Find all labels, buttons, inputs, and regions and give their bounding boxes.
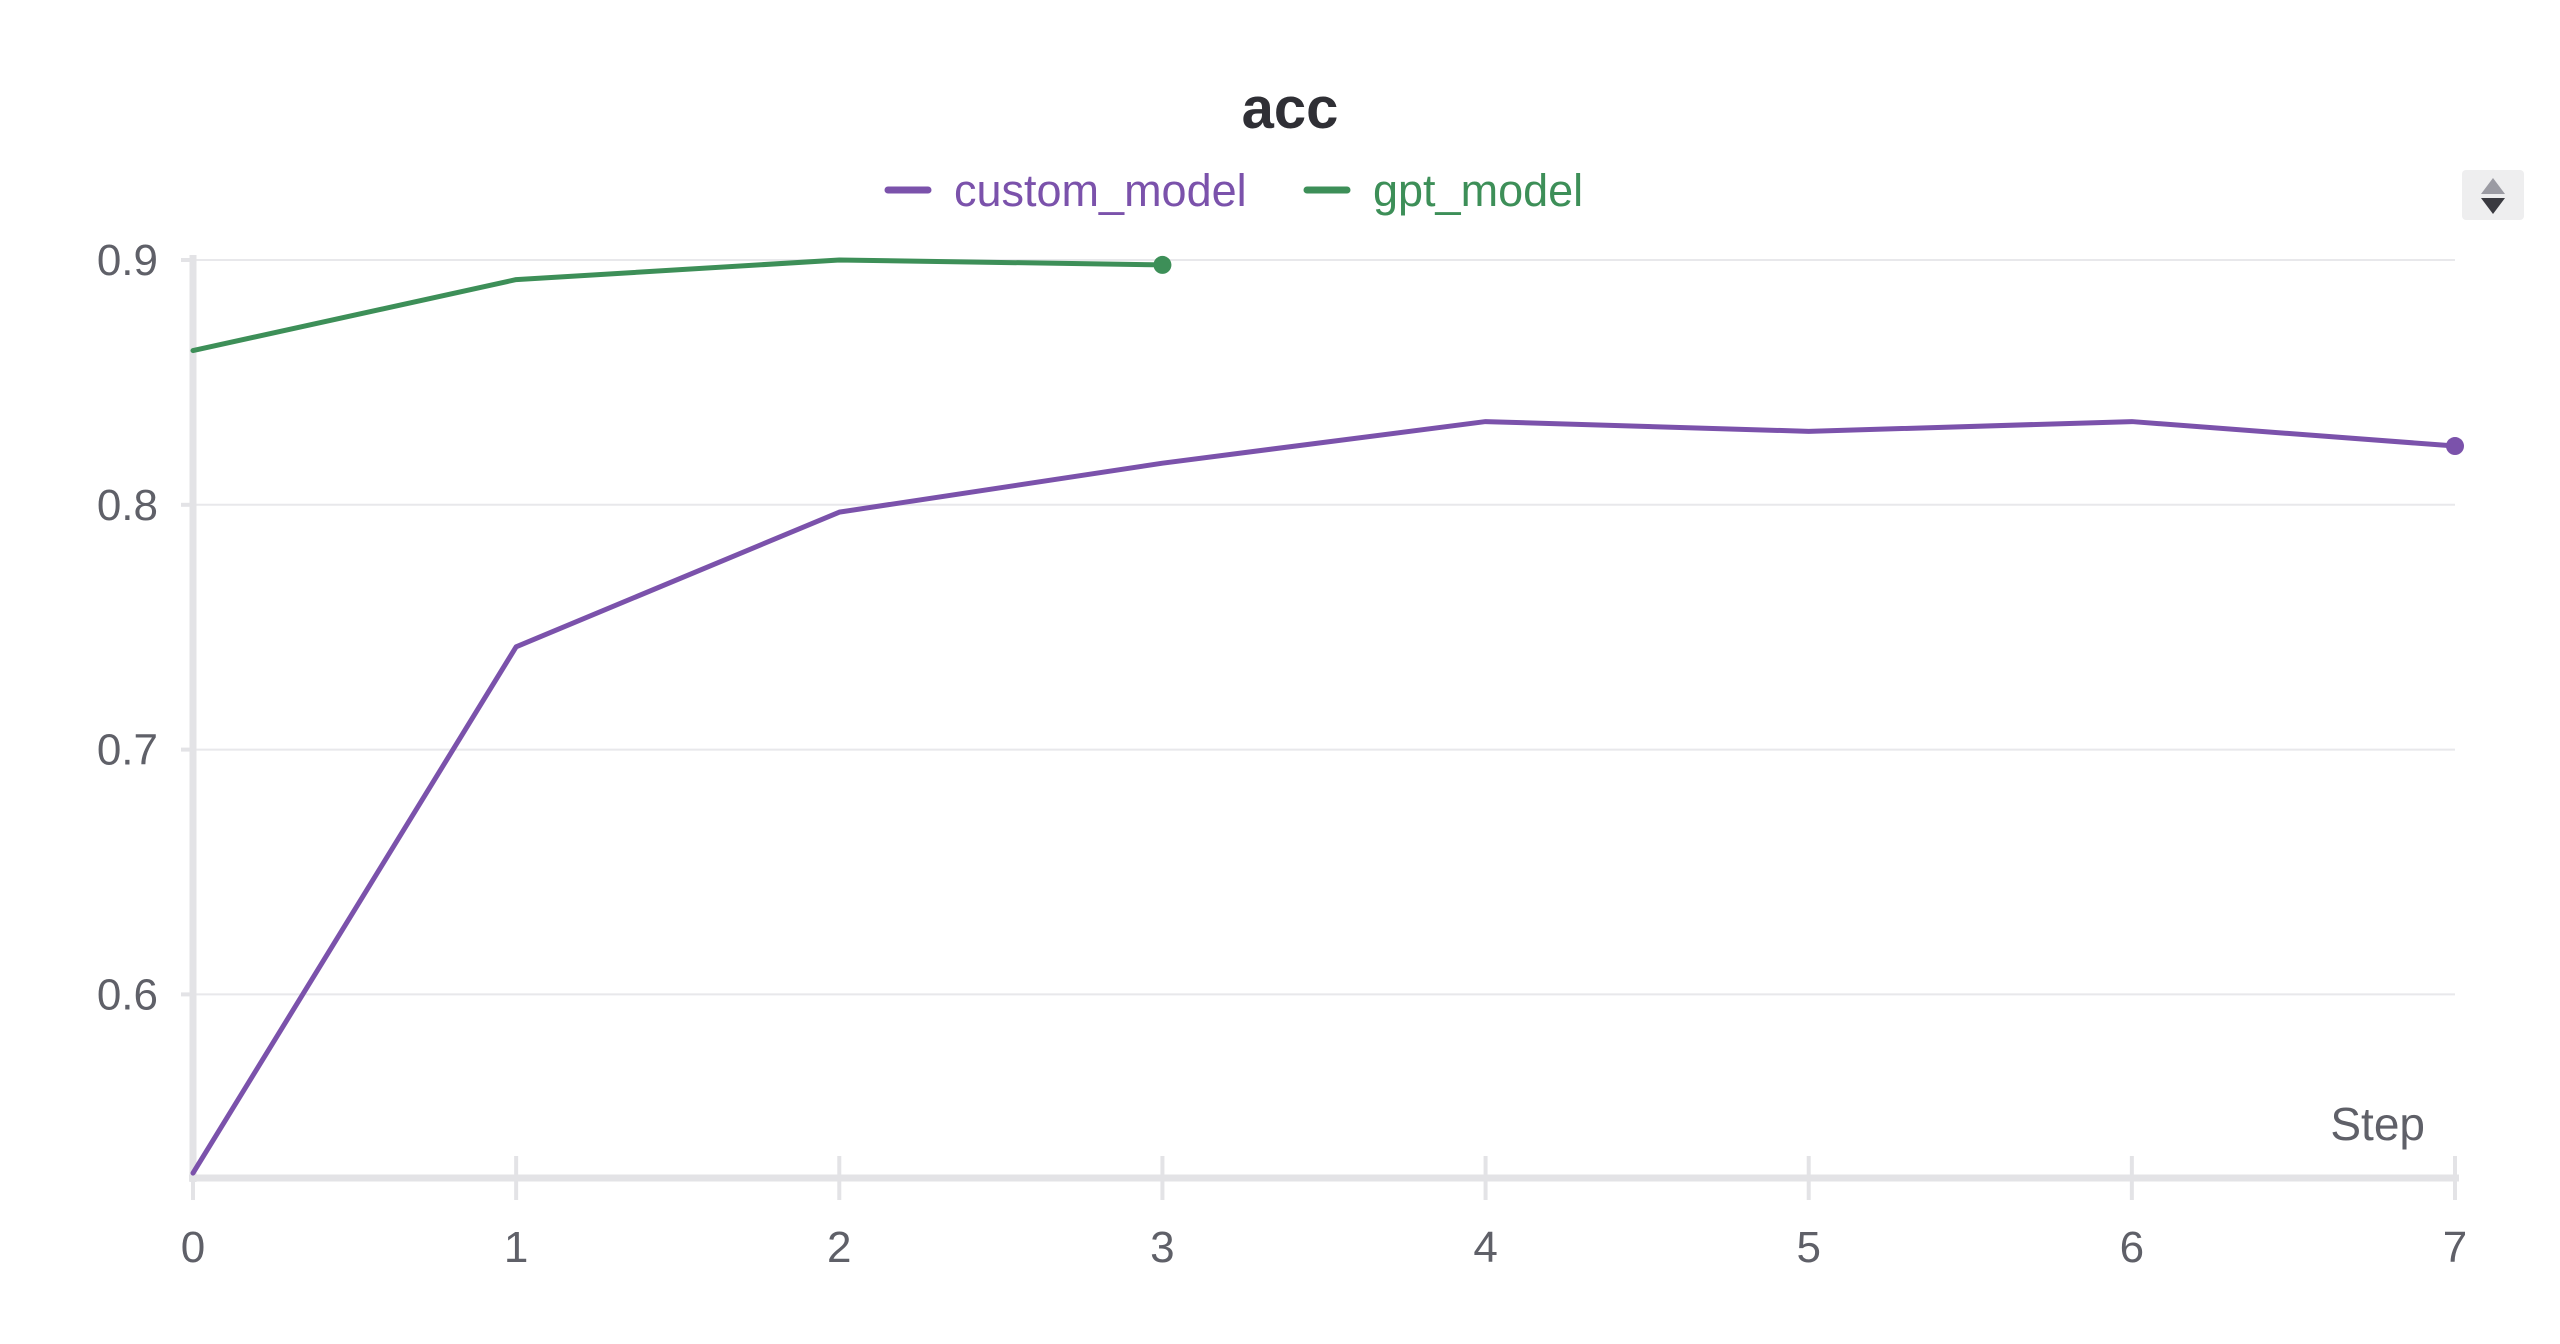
legend-item[interactable]: gpt_model xyxy=(1303,165,1583,216)
series-lines xyxy=(190,255,2464,1176)
x-tick-label: 1 xyxy=(504,1223,528,1272)
series-line-custom-model xyxy=(190,419,2458,1176)
axis-tick-labels: 0.6 0.7 0.8 0.9 0 1 2 3 4 5 6 7 Step xyxy=(97,236,2467,1272)
legend-scroll-control[interactable] xyxy=(2462,170,2524,220)
legend: custom_model gpt_model xyxy=(884,165,1583,216)
series-line-gpt-model xyxy=(190,257,1165,354)
y-tick-label: 0.9 xyxy=(97,236,158,285)
legend-label: custom_model xyxy=(954,165,1247,216)
up-arrow-icon[interactable] xyxy=(2481,178,2505,194)
x-tick-label: 6 xyxy=(2120,1223,2144,1272)
y-tick-label: 0.8 xyxy=(97,481,158,530)
legend-item[interactable]: custom_model xyxy=(884,165,1247,216)
y-tick-label: 0.7 xyxy=(97,726,158,775)
x-tick-label: 0 xyxy=(181,1223,205,1272)
x-tick-label: 3 xyxy=(1150,1223,1174,1272)
legend-scroll-background[interactable] xyxy=(2462,170,2524,220)
axes xyxy=(181,255,2459,1200)
x-tick-label: 2 xyxy=(827,1223,851,1272)
down-arrow-icon[interactable] xyxy=(2481,198,2505,214)
grid-lines xyxy=(193,259,2455,996)
y-tick-label: 0.6 xyxy=(97,970,158,1019)
chart-title: acc xyxy=(1242,76,1339,141)
series-end-marker xyxy=(1153,255,1172,274)
x-axis-label: Step xyxy=(2330,1098,2425,1150)
x-tick-label: 7 xyxy=(2443,1223,2467,1272)
series-end-marker xyxy=(2446,437,2464,456)
x-tick-label: 5 xyxy=(1796,1223,1820,1272)
legend-label: gpt_model xyxy=(1373,165,1583,216)
x-tick-label: 4 xyxy=(1473,1223,1497,1272)
